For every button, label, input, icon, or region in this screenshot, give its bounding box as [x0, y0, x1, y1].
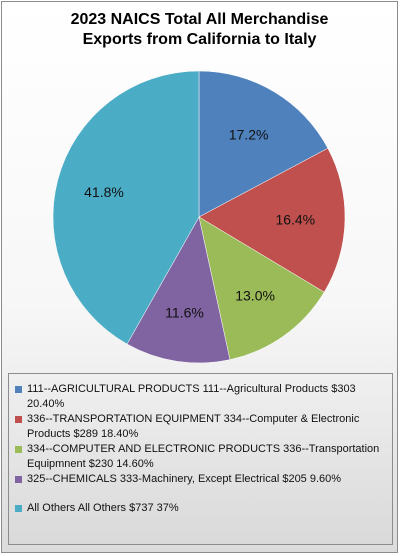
chart-title-line-1: 2023 NAICS Total All Merchandise — [70, 11, 329, 28]
pie-slice-computer — [198, 216, 325, 360]
legend-item-chemicals: 325--CHEMICALS 333-Machinery, Except Ele… — [15, 472, 386, 487]
chart-legend: 111--AGRICULTURAL PRODUCTS 111--Agricult… — [8, 373, 393, 545]
legend-swatch-transportation — [15, 416, 22, 423]
chart-title: 2023 NAICS Total All Merchandise Exports… — [0, 10, 399, 50]
legend-swatch-chemicals — [15, 476, 22, 483]
pie-chart: 17.2% 16.4% 13.0% 11.6% 41.8% — [52, 70, 346, 364]
legend-label-all-others: All Others All Others $737 37% — [27, 502, 179, 514]
pie-label-agricultural: 17.2% — [229, 126, 269, 142]
pie-label-all-others: 41.8% — [84, 184, 124, 200]
pie-slice-all-others — [52, 70, 200, 345]
legend-item-agricultural: 111--AGRICULTURAL PRODUCTS 111--Agricult… — [15, 382, 386, 412]
legend-item-all-others: All Others All Others $737 37% — [15, 501, 386, 516]
legend-label-chemicals: 325--CHEMICALS 333-Machinery, Except Ele… — [27, 473, 342, 485]
pie-label-chemicals: 11.6% — [165, 304, 204, 320]
legend-label-transportation: 336--TRANSPORTATION EQUIPMENT 334--Compu… — [27, 413, 360, 440]
legend-item-transportation: 336--TRANSPORTATION EQUIPMENT 334--Compu… — [15, 412, 386, 442]
legend-label-agricultural: 111--AGRICULTURAL PRODUCTS 111--Agricult… — [27, 383, 356, 410]
pie-label-transportation: 16.4% — [275, 211, 315, 227]
pie-slice-chemicals — [126, 216, 231, 364]
legend-swatch-computer — [15, 446, 22, 453]
chart-title-line-2: Exports from California to Italy — [82, 31, 317, 48]
pie-label-computer: 13.0% — [235, 287, 275, 303]
legend-swatch-all-others — [15, 505, 22, 512]
legend-label-computer: 334--COMPUTER AND ELECTRONIC PRODUCTS 33… — [27, 443, 380, 470]
pie-slice-transportation — [198, 147, 346, 293]
legend-swatch-agricultural — [15, 386, 22, 393]
pie-slice-agricultural — [198, 70, 329, 218]
legend-item-computer: 334--COMPUTER AND ELECTRONIC PRODUCTS 33… — [15, 442, 386, 472]
